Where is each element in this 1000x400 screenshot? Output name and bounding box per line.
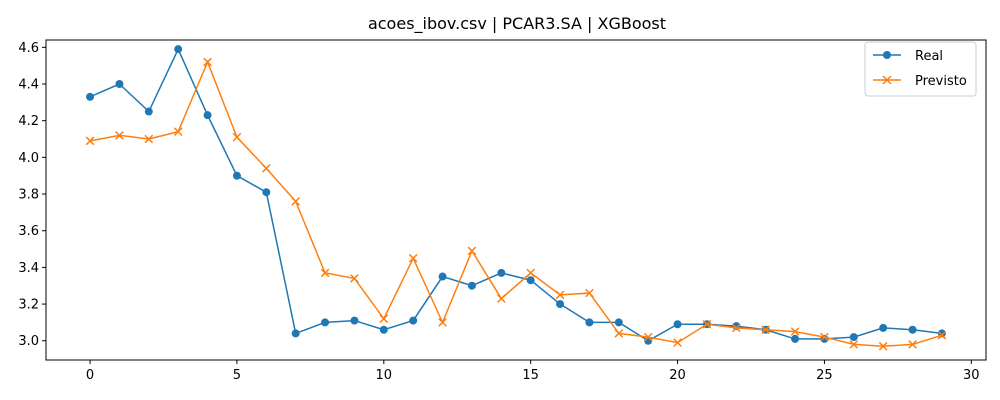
- data-point-real: [379, 325, 388, 334]
- data-point-previsto: [614, 329, 624, 338]
- data-point-previsto: [320, 268, 330, 278]
- y-tick-label: 4.4: [18, 78, 39, 93]
- data-point-previsto: [820, 332, 829, 342]
- x-tick-label: 30: [963, 368, 980, 383]
- x-tick-label: 10: [376, 368, 393, 383]
- data-point-previsto: [761, 325, 771, 335]
- data-point-real: [467, 281, 476, 290]
- data-point-previsto: [438, 318, 447, 327]
- data-point-previsto: [467, 246, 477, 256]
- data-point-real: [673, 320, 682, 329]
- data-point-real: [497, 268, 506, 277]
- data-point-previsto: [731, 323, 741, 333]
- data-point-previsto: [232, 132, 242, 142]
- data-point-real: [232, 171, 241, 180]
- plot-area: [45, 39, 987, 361]
- series-layer: [85, 45, 947, 351]
- data-point-previsto: [908, 340, 917, 349]
- data-point-previsto: [937, 330, 947, 340]
- legend-label-real: Real: [915, 49, 943, 64]
- data-point-real: [115, 80, 124, 89]
- x-tick-label: 0: [86, 368, 94, 383]
- y-tick-label: 3.6: [18, 224, 39, 239]
- data-point-real: [291, 329, 300, 338]
- data-point-previsto: [350, 274, 359, 283]
- data-point-previsto: [849, 340, 859, 349]
- data-point-previsto: [144, 134, 154, 144]
- legend-label-previsto: Previsto: [915, 74, 967, 89]
- data-point-previsto: [496, 294, 506, 303]
- data-point-real: [86, 92, 95, 101]
- data-point-real: [321, 318, 330, 327]
- data-point-real: [791, 334, 800, 343]
- data-point-previsto: [673, 338, 682, 347]
- data-point-previsto: [203, 57, 212, 67]
- data-point-real: [203, 111, 212, 120]
- data-point-previsto: [261, 164, 271, 173]
- y-tick-label: 3.8: [18, 188, 39, 203]
- data-point-previsto: [526, 268, 536, 278]
- data-point-previsto: [115, 131, 124, 140]
- data-point-previsto: [702, 319, 712, 329]
- data-point-real: [908, 325, 917, 334]
- data-point-previsto: [555, 290, 565, 300]
- data-point-real: [174, 45, 183, 54]
- y-tick-label: 4.0: [18, 151, 39, 166]
- x-tick-label: 20: [669, 368, 686, 383]
- series-line-real: [89, 47, 943, 342]
- data-point-previsto: [878, 341, 888, 351]
- data-point-previsto: [379, 314, 389, 324]
- data-point-previsto: [643, 332, 653, 342]
- x-tick-label: 25: [816, 368, 833, 383]
- y-tick-label: 3.2: [18, 298, 39, 313]
- series-line-previsto: [89, 60, 943, 348]
- data-point-real: [262, 188, 271, 197]
- x-tick-label: 15: [522, 368, 539, 383]
- data-point-real: [585, 318, 594, 327]
- data-point-real: [849, 333, 858, 342]
- series-real: [86, 45, 946, 345]
- plot-frame: [45, 39, 987, 361]
- data-point-real: [409, 316, 418, 325]
- legend-marker-real: [883, 51, 891, 59]
- data-point-real: [350, 316, 359, 325]
- data-point-real: [556, 300, 565, 309]
- data-point-real: [614, 318, 623, 327]
- series-previsto: [85, 57, 947, 351]
- data-point-previsto: [291, 197, 301, 206]
- legend: Real Previsto: [864, 41, 977, 97]
- y-tick-label: 4.6: [18, 41, 39, 56]
- x-axis: 0 5 10 15 20 25 30: [86, 360, 980, 383]
- data-point-previsto: [85, 136, 95, 146]
- data-point-previsto: [790, 327, 800, 336]
- y-tick-label: 3.0: [18, 334, 39, 349]
- data-point-previsto: [585, 288, 594, 298]
- data-point-real: [438, 272, 447, 281]
- data-point-real: [526, 276, 535, 285]
- data-point-previsto: [408, 253, 418, 263]
- y-tick-label: 4.2: [18, 114, 39, 129]
- data-point-real: [879, 323, 888, 332]
- y-axis: 3.0 3.2 3.4 3.6 3.8 4.0 4.2 4.4 4.6: [18, 41, 46, 349]
- data-point-real: [144, 107, 153, 116]
- y-tick-label: 3.4: [18, 261, 39, 276]
- x-tick-label: 5: [233, 368, 241, 383]
- data-point-previsto: [173, 127, 183, 137]
- legend-marker-previsto: [882, 75, 892, 85]
- chart-title: acoes_ibov.csv | PCAR3.SA | XGBoost: [368, 14, 666, 34]
